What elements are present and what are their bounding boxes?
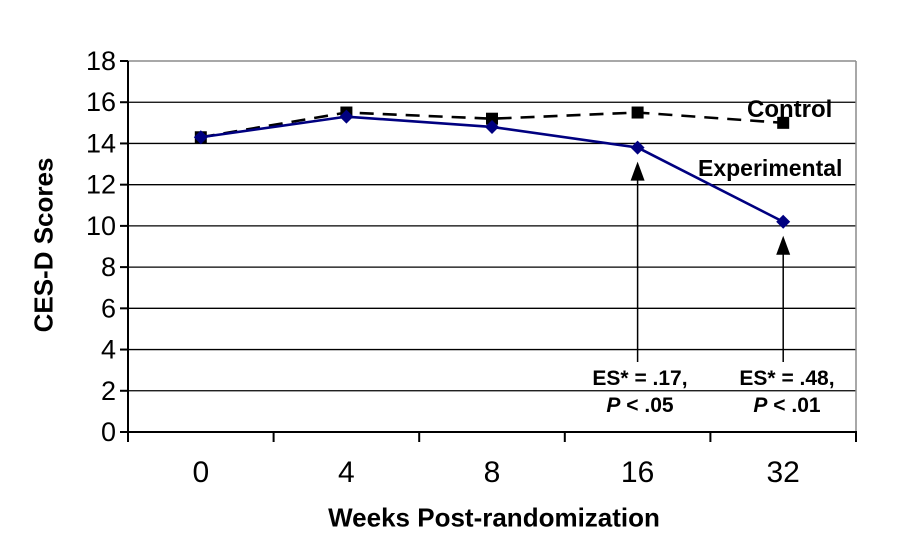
annotation-week16: ES* = .17, P < .05 bbox=[592, 365, 687, 419]
y-tick-label: 14 bbox=[86, 128, 116, 158]
experimental-marker bbox=[485, 119, 499, 134]
control-marker bbox=[486, 112, 498, 125]
annotation-arrow-head bbox=[776, 235, 791, 255]
experimental-marker bbox=[630, 140, 645, 155]
y-tick-label: 16 bbox=[86, 87, 116, 117]
x-axis-title: Weeks Post-randomization bbox=[328, 502, 660, 533]
x-tick-label: 4 bbox=[338, 456, 355, 489]
control-marker bbox=[631, 106, 644, 119]
y-tick-label: 6 bbox=[101, 293, 116, 323]
annotation-week32-p-symbol: P bbox=[753, 394, 768, 417]
annotation-week16-p-value: < .05 bbox=[620, 394, 674, 417]
series-label-experimental: Experimental bbox=[698, 155, 843, 181]
control-marker bbox=[777, 116, 790, 129]
annotation-arrow-head bbox=[630, 161, 645, 181]
y-axis-title: CES-D Scores bbox=[28, 157, 59, 333]
y-tick-label: 0 bbox=[101, 417, 116, 447]
y-tick-label: 12 bbox=[86, 170, 116, 200]
y-tick-label: 10 bbox=[86, 211, 116, 241]
y-tick-label: 8 bbox=[101, 252, 116, 282]
experimental-marker bbox=[193, 130, 208, 145]
annotation-week16-es: ES* = .17, bbox=[592, 367, 688, 390]
experimental-marker bbox=[339, 109, 354, 124]
y-tick-label: 18 bbox=[86, 46, 116, 76]
annotation-week32-p-value: < .01 bbox=[767, 394, 821, 417]
x-tick-label: 8 bbox=[484, 456, 501, 489]
control-line bbox=[200, 111, 784, 139]
x-tick-label: 0 bbox=[192, 456, 209, 489]
annotation-week32-p: P < .01 bbox=[739, 392, 834, 419]
experimental-marker bbox=[776, 214, 791, 229]
series-label-control: Control bbox=[747, 96, 833, 123]
annotation-week16-p: P < .05 bbox=[592, 392, 687, 419]
y-tick-label: 4 bbox=[101, 335, 116, 365]
annotation-week16-p-symbol: P bbox=[606, 394, 621, 417]
x-tick-label: 16 bbox=[621, 456, 654, 489]
y-tick-label: 2 bbox=[101, 376, 116, 406]
x-tick-label: 32 bbox=[767, 456, 800, 489]
annotation-week32-es: ES* = .48, bbox=[739, 367, 835, 390]
annotation-week32: ES* = .48, P < .01 bbox=[739, 365, 834, 419]
